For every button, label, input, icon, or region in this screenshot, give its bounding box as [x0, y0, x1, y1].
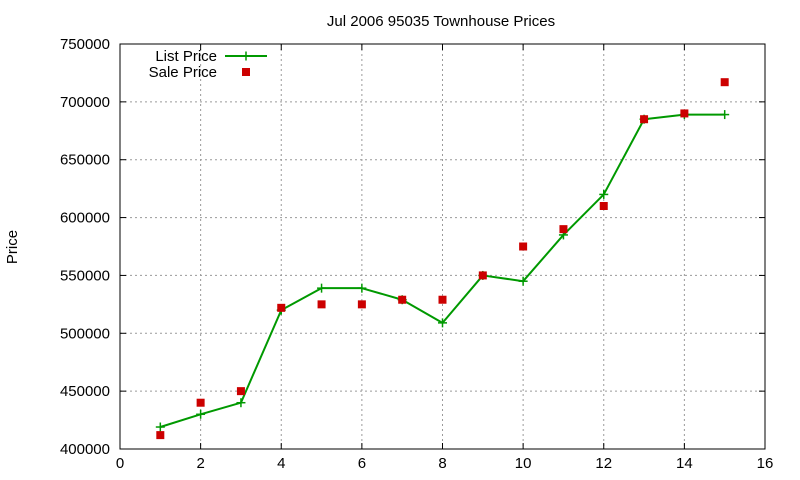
sale-price-point: [277, 303, 286, 312]
y-tick-label: 400000: [60, 441, 110, 458]
list-price-point: [438, 318, 447, 328]
x-tick-label: 0: [116, 455, 124, 472]
sale-price-point: [317, 300, 326, 309]
sale-price-point: [640, 115, 649, 124]
sale-price-point: [236, 387, 245, 396]
sale-price-point: [398, 295, 407, 304]
y-tick-label: 700000: [60, 94, 110, 111]
list-price-point: [720, 110, 730, 120]
y-tick-label: 650000: [60, 152, 110, 169]
x-tick-label: 16: [757, 455, 774, 472]
chart-title: Jul 2006 95035 Townhouse Prices: [327, 13, 555, 30]
legend-label: Sale Price: [149, 64, 217, 81]
y-tick-label: 750000: [60, 36, 110, 53]
sale-price-point: [519, 242, 528, 251]
sale-price-point: [680, 109, 689, 118]
list-price-point: [357, 283, 367, 293]
list-price-point: [196, 409, 206, 419]
y-tick-label: 600000: [60, 210, 110, 227]
list-price-point: [518, 276, 528, 286]
y-tick-label: 500000: [60, 325, 110, 342]
x-tick-label: 12: [595, 455, 612, 472]
x-tick-label: 10: [515, 455, 532, 472]
axes: 0 2 4 6 8 10 12 14 16 400000 450000 500000 550000 600…: [60, 36, 773, 472]
sale-price-point: [357, 300, 366, 309]
sale-price-point: [156, 431, 165, 440]
grid: [120, 44, 765, 449]
legend-swatch-marker: [241, 51, 251, 61]
list-price-point: [236, 398, 246, 408]
plot-area: [155, 78, 730, 440]
sale-price-point: [720, 78, 729, 87]
list-price-point: [317, 283, 327, 293]
legend-label: List Price: [155, 48, 217, 65]
sale-price-point: [196, 398, 205, 407]
x-tick-label: 8: [438, 455, 446, 472]
series-sale-price: [156, 78, 729, 440]
list-price-point: [155, 422, 165, 432]
list-price-point: [599, 189, 609, 199]
x-tick-label: 6: [358, 455, 366, 472]
y-tick-label: 450000: [60, 383, 110, 400]
x-tick-label: 4: [277, 455, 285, 472]
x-tick-label: 2: [196, 455, 204, 472]
x-tick-label: 14: [676, 455, 693, 472]
legend-swatch-marker: [242, 68, 250, 76]
sale-price-point: [438, 295, 447, 304]
sale-price-point: [478, 271, 487, 280]
y-tick-label: 550000: [60, 267, 110, 284]
sale-price-point: [559, 225, 568, 234]
sale-price-point: [599, 202, 608, 210]
y-axis-label: Price: [4, 230, 21, 264]
